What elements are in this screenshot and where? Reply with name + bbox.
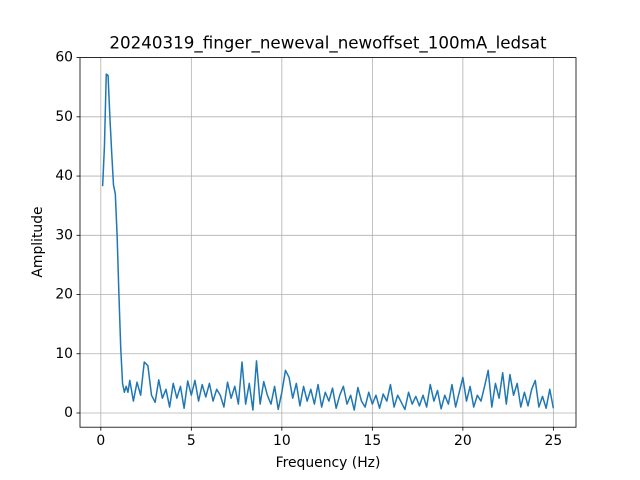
y-tick-label: 10 (55, 346, 73, 362)
y-tick-label: 20 (55, 287, 73, 303)
y-tick-label: 30 (55, 227, 73, 243)
y-tick-label: 60 (55, 50, 73, 66)
axes-frame (79, 57, 577, 428)
y-axis-label: Amplitude (30, 206, 46, 277)
x-tick-label: 15 (364, 433, 382, 449)
y-tick-label: 0 (64, 405, 73, 421)
x-axis-label: Frequency (Hz) (276, 455, 381, 471)
x-tick-label: 25 (545, 433, 563, 449)
x-tick-label: 20 (454, 433, 472, 449)
x-tick-label: 5 (187, 433, 196, 449)
plot-area (101, 73, 555, 411)
x-tick-label: 10 (273, 433, 291, 449)
data-line (101, 73, 555, 411)
chart-title: 20240319_finger_neweval_newoffset_100mA_… (109, 33, 547, 54)
x-tick-label: 0 (96, 433, 105, 449)
y-tick-label: 50 (55, 109, 73, 125)
y-tick-label: 40 (55, 168, 73, 184)
